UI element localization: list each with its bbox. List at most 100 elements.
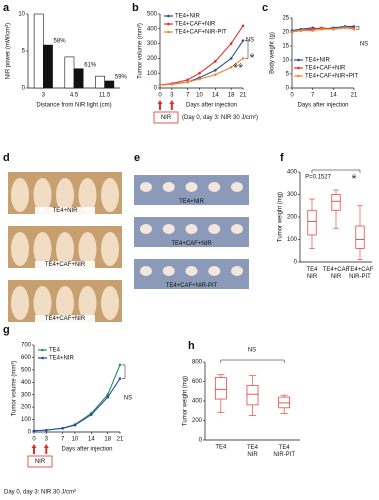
panel-label: b	[132, 2, 139, 14]
x-tick-label: 10	[72, 437, 79, 443]
note: NIR	[161, 115, 172, 121]
point	[343, 26, 347, 30]
mouse	[101, 286, 119, 320]
x-tick-label: TE4 NIR	[247, 445, 259, 458]
tumor	[208, 182, 221, 192]
point	[118, 363, 122, 367]
legend-label: TE4+NIR	[49, 356, 75, 362]
panel-label: d	[3, 152, 10, 164]
x-axis-label: Days after injection	[61, 447, 112, 453]
nir-box	[27, 455, 53, 468]
mouse	[101, 178, 119, 212]
label-bg	[35, 261, 95, 268]
legend-label: TE4+CAF+NIR	[305, 66, 346, 72]
mouse	[33, 232, 52, 266]
y-tick-label: 400	[192, 399, 203, 405]
photo-label: TE4+CAF+NIR	[45, 262, 86, 268]
point	[352, 27, 356, 31]
box	[214, 377, 227, 400]
y-tick-label: 200	[147, 56, 158, 62]
tumor	[208, 224, 221, 234]
x-tick-label: 21	[117, 437, 124, 443]
x-tick-label: TE4+CAF NIR-PIT	[347, 267, 374, 280]
x-tick-label: TE4+CAF NIR	[323, 267, 350, 280]
point	[158, 83, 162, 87]
tumor	[140, 182, 152, 192]
label-bg	[35, 207, 95, 214]
bracket	[356, 26, 360, 30]
y-tick-label: 400	[21, 380, 32, 386]
y-tick-label: 100	[147, 71, 158, 77]
tumor	[162, 224, 175, 234]
arrow	[157, 100, 163, 110]
mouse	[56, 232, 74, 266]
annotation: NS	[360, 42, 368, 48]
point	[198, 77, 201, 81]
note: Day 0, day 3: NIR 30 J/cm²	[4, 490, 76, 496]
point	[61, 426, 64, 430]
arrow	[43, 444, 49, 454]
y-axis-label: Tumor weight (mg)	[278, 192, 284, 242]
y-axis-label: Tumor weight (mg)	[183, 376, 189, 426]
point	[229, 42, 233, 45]
point	[290, 30, 294, 34]
legend-marker	[297, 58, 300, 62]
bar	[64, 56, 75, 89]
y-axis-label: Tumor volume (mm³)	[138, 23, 144, 79]
y-tick-label: 0	[28, 430, 32, 436]
bracket	[122, 364, 126, 379]
legend-marker	[41, 356, 44, 360]
legend-marker	[167, 14, 170, 18]
photo-label: TE4+CAF+NIR	[171, 241, 212, 247]
point	[311, 29, 314, 32]
arrow	[31, 444, 37, 454]
y-axis-label: Body weight (g)	[270, 32, 276, 74]
box	[307, 209, 317, 236]
y-tick-label: 300	[21, 392, 32, 398]
x-tick-label: 18	[228, 93, 235, 99]
point	[214, 73, 217, 76]
point	[118, 377, 122, 380]
y-tick-label: 0	[154, 86, 158, 92]
tumor	[231, 182, 243, 192]
point	[241, 57, 245, 60]
y-tick-label: 100	[21, 417, 32, 423]
legend-marker	[167, 22, 170, 26]
tumor	[185, 266, 198, 276]
y-axis-label: Tumor volume (mm³)	[12, 361, 18, 417]
point	[198, 71, 201, 75]
photo-label: TE4+CAF+NIR	[45, 316, 86, 322]
y-tick-label: 400	[147, 26, 158, 32]
nir-box	[153, 111, 179, 124]
x-tick-label: 21	[351, 93, 358, 99]
legend-label: TE4+NIR	[305, 58, 331, 64]
point	[241, 24, 245, 28]
arrow	[169, 100, 175, 110]
point	[106, 395, 110, 399]
note: NIR	[35, 459, 46, 465]
annotation: 61%	[84, 62, 97, 68]
point	[229, 65, 233, 69]
x-tick-label: 3	[45, 437, 49, 443]
photo-label: TE4+NIR	[179, 199, 205, 205]
annotation: NS	[124, 396, 132, 402]
bar	[104, 80, 115, 89]
bracket	[245, 40, 249, 59]
annotation: ※	[249, 53, 254, 60]
y-tick-label: 600	[192, 379, 203, 385]
point	[241, 39, 245, 42]
bar	[95, 75, 105, 89]
x-tick-label: 7	[61, 437, 65, 443]
tumor	[231, 224, 243, 234]
y-tick-label: 300	[147, 41, 158, 47]
annotation: 58%	[54, 39, 67, 45]
point	[32, 429, 36, 433]
x-tick-label: 14	[330, 93, 337, 99]
point	[73, 423, 77, 427]
y-tick-label: 0	[286, 86, 290, 92]
mouse	[33, 178, 52, 212]
y-tick-label: 5	[22, 49, 26, 55]
x-axis-label: Distance from NIR light (cm)	[36, 103, 111, 109]
mouse	[56, 178, 74, 212]
annotation: P=0.1527	[305, 175, 332, 181]
